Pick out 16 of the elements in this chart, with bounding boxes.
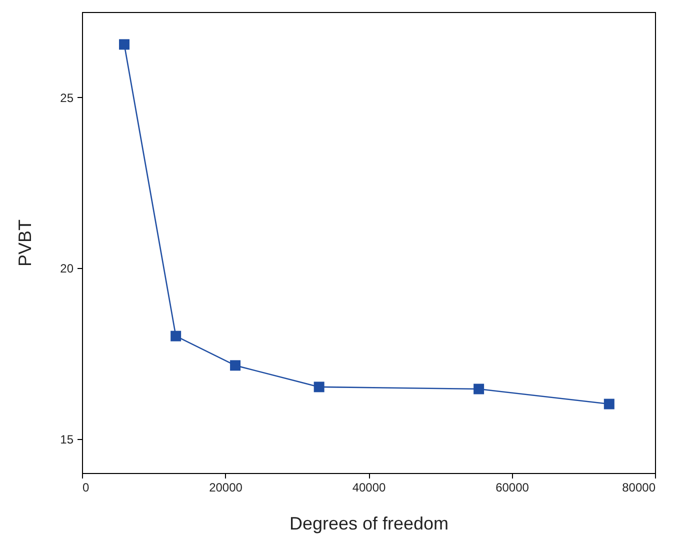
y-axis-title: PVBT (15, 219, 36, 267)
point (170, 330, 182, 342)
x-tick-label: 60000 (496, 480, 530, 494)
point (119, 39, 130, 50)
point (604, 398, 614, 410)
point (230, 360, 241, 371)
x-tick-label: 0 (82, 480, 90, 494)
y-tick-label: 15 (60, 432, 74, 446)
point (474, 384, 484, 394)
y-tick-label: 20 (60, 262, 74, 276)
x-axis-title: Degrees of freedom (289, 514, 449, 534)
x-tick-label: 80000 (622, 480, 656, 494)
x-tick-label: 40000 (352, 480, 386, 494)
x-tick-label: 20000 (209, 480, 243, 494)
point (314, 382, 324, 392)
y-tick-label: 25 (60, 90, 74, 105)
